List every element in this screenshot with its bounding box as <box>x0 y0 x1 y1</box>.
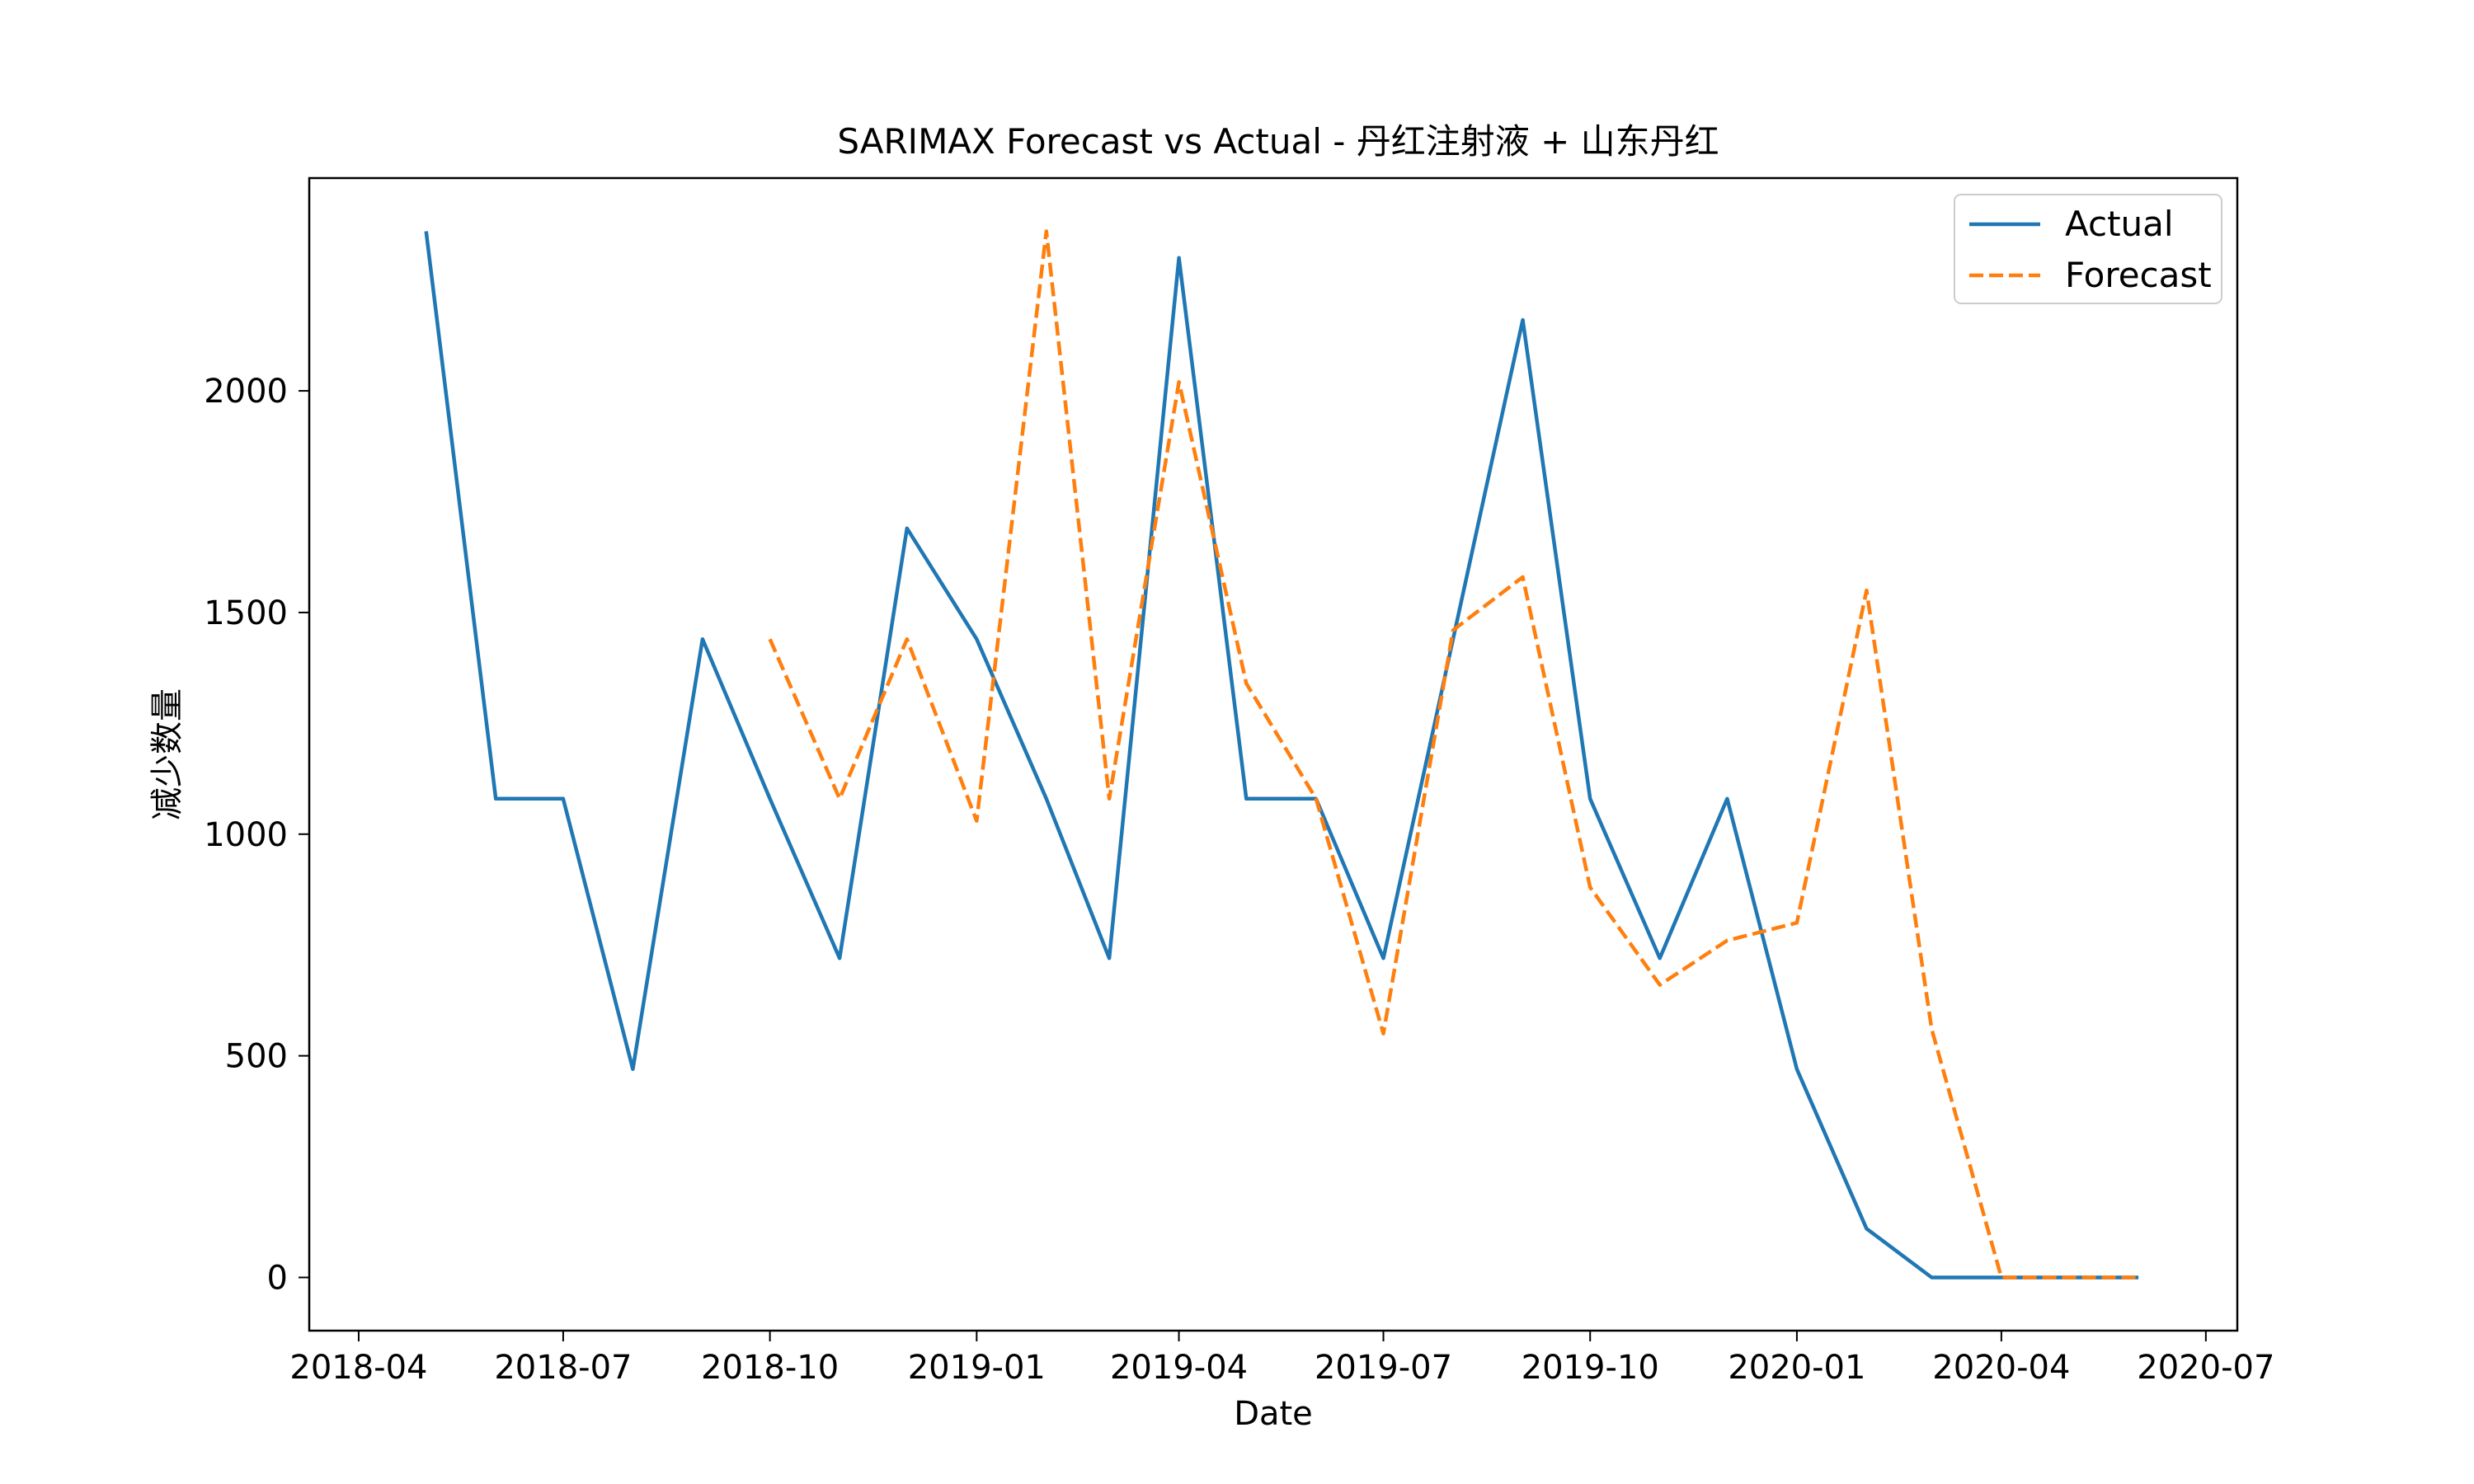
y-tick-label: 1500 <box>204 594 288 632</box>
y-tick-label: 500 <box>225 1038 288 1076</box>
x-tick-label: 2018-07 <box>494 1349 632 1387</box>
legend: Actual Forecast <box>1954 194 2222 304</box>
series-line-actual <box>424 231 2139 1280</box>
x-axis-label: Date <box>1234 1395 1313 1433</box>
y-axis: 0 500 1000 1500 2000 <box>204 373 309 1297</box>
x-tick-label: 2018-10 <box>701 1349 839 1387</box>
legend-label-actual: Actual <box>2065 204 2174 244</box>
y-tick-label: 2000 <box>204 373 288 411</box>
x-tick-label: 2020-01 <box>1728 1349 1865 1387</box>
x-tick-label: 2019-07 <box>1315 1349 1452 1387</box>
plot-area <box>424 229 2139 1280</box>
y-axis-label: 减少数量 <box>148 688 186 820</box>
chart-title: SARIMAX Forecast vs Actual - 丹红注射液 + 山东丹… <box>837 121 1719 162</box>
x-tick-label: 2020-04 <box>1932 1349 2070 1387</box>
x-axis: 2018-04 2018-07 2018-10 2019-01 2019-04 2019-… <box>289 1331 2274 1387</box>
legend-label-forecast: Forecast <box>2065 255 2212 295</box>
y-tick-label: 1000 <box>204 816 288 854</box>
x-tick-label: 2020-07 <box>2137 1349 2274 1387</box>
x-tick-label: 2018-04 <box>289 1349 427 1387</box>
x-tick-label: 2019-04 <box>1110 1349 1248 1387</box>
y-tick-label: 0 <box>267 1259 288 1297</box>
x-tick-label: 2019-10 <box>1522 1349 1659 1387</box>
plot-frame <box>308 176 2239 1332</box>
x-tick-label: 2019-01 <box>908 1349 1046 1387</box>
